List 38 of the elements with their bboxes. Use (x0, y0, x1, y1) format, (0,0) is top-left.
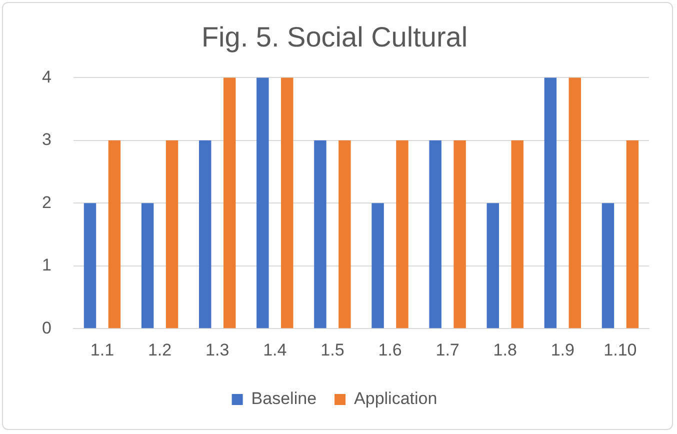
x-tick-label: 1.10 (604, 340, 637, 360)
x-tick-label: 1.8 (493, 340, 517, 360)
legend-label: Application (354, 389, 438, 408)
x-tick-label: 1.4 (263, 340, 287, 360)
bar (568, 78, 582, 328)
bar (314, 140, 326, 328)
y-tick-label: 0 (42, 318, 52, 338)
x-tick-label: 1.6 (378, 340, 402, 360)
legend-label: Baseline (251, 389, 317, 408)
y-tick-label: 4 (42, 67, 52, 86)
bar (372, 203, 384, 328)
x-tick-label: 1.2 (148, 340, 172, 360)
bar (338, 140, 351, 328)
x-tick-label: 1.5 (320, 340, 344, 360)
bar (198, 140, 212, 328)
bar (141, 203, 154, 328)
bar (454, 140, 466, 328)
bar (166, 140, 178, 328)
bar (486, 203, 499, 328)
bar (511, 140, 524, 328)
bar (602, 203, 614, 328)
bar (429, 140, 442, 328)
bar (108, 140, 121, 328)
bar (281, 78, 294, 328)
bar (626, 140, 639, 328)
bar (84, 203, 96, 328)
y-tick-label: 2 (42, 192, 52, 212)
y-tick-label: 3 (42, 130, 52, 150)
chart-title: Fig. 5. Social Cultural (201, 22, 468, 53)
bar (223, 78, 236, 328)
x-tick-label: 1.1 (90, 340, 114, 360)
y-tick-label: 1 (42, 256, 52, 275)
x-tick-label: 1.9 (550, 340, 574, 360)
bar (256, 78, 269, 328)
x-tick-label: 1.7 (436, 340, 460, 360)
bar (396, 140, 408, 328)
bar (544, 78, 557, 328)
x-tick-label: 1.3 (206, 340, 230, 360)
